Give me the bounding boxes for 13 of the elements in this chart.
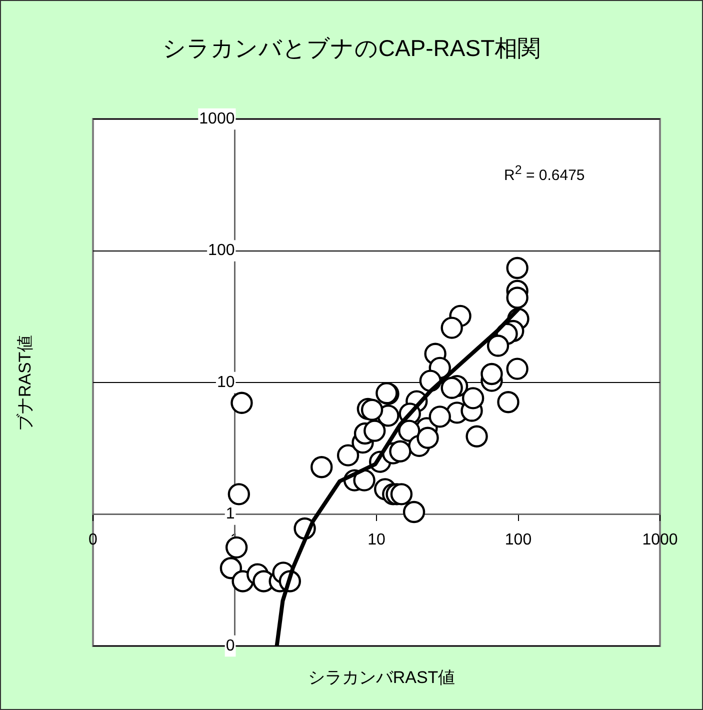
y-tick-label: 100 <box>208 242 235 260</box>
x-tick-label: 0 <box>88 531 98 548</box>
x-tick-label: 100 <box>504 531 532 548</box>
chart-title: シラカンバとブナのCAP-RAST相関 <box>161 34 542 63</box>
y-tick-label: 0 <box>226 637 235 654</box>
y-tick-label: 1 <box>226 506 235 523</box>
annotation: R$^{2}$ = 0.6475 <box>504 163 585 184</box>
y-tick-label: 10 <box>216 374 235 391</box>
y-axis-title: ブナRAST値 <box>14 334 36 432</box>
x-tick-label: 1000 <box>642 531 678 548</box>
y-tick-label: 1000 <box>199 110 235 128</box>
x-axis-title: シラカンバRAST値 <box>306 667 456 689</box>
x-tick-label: 10 <box>368 531 386 548</box>
